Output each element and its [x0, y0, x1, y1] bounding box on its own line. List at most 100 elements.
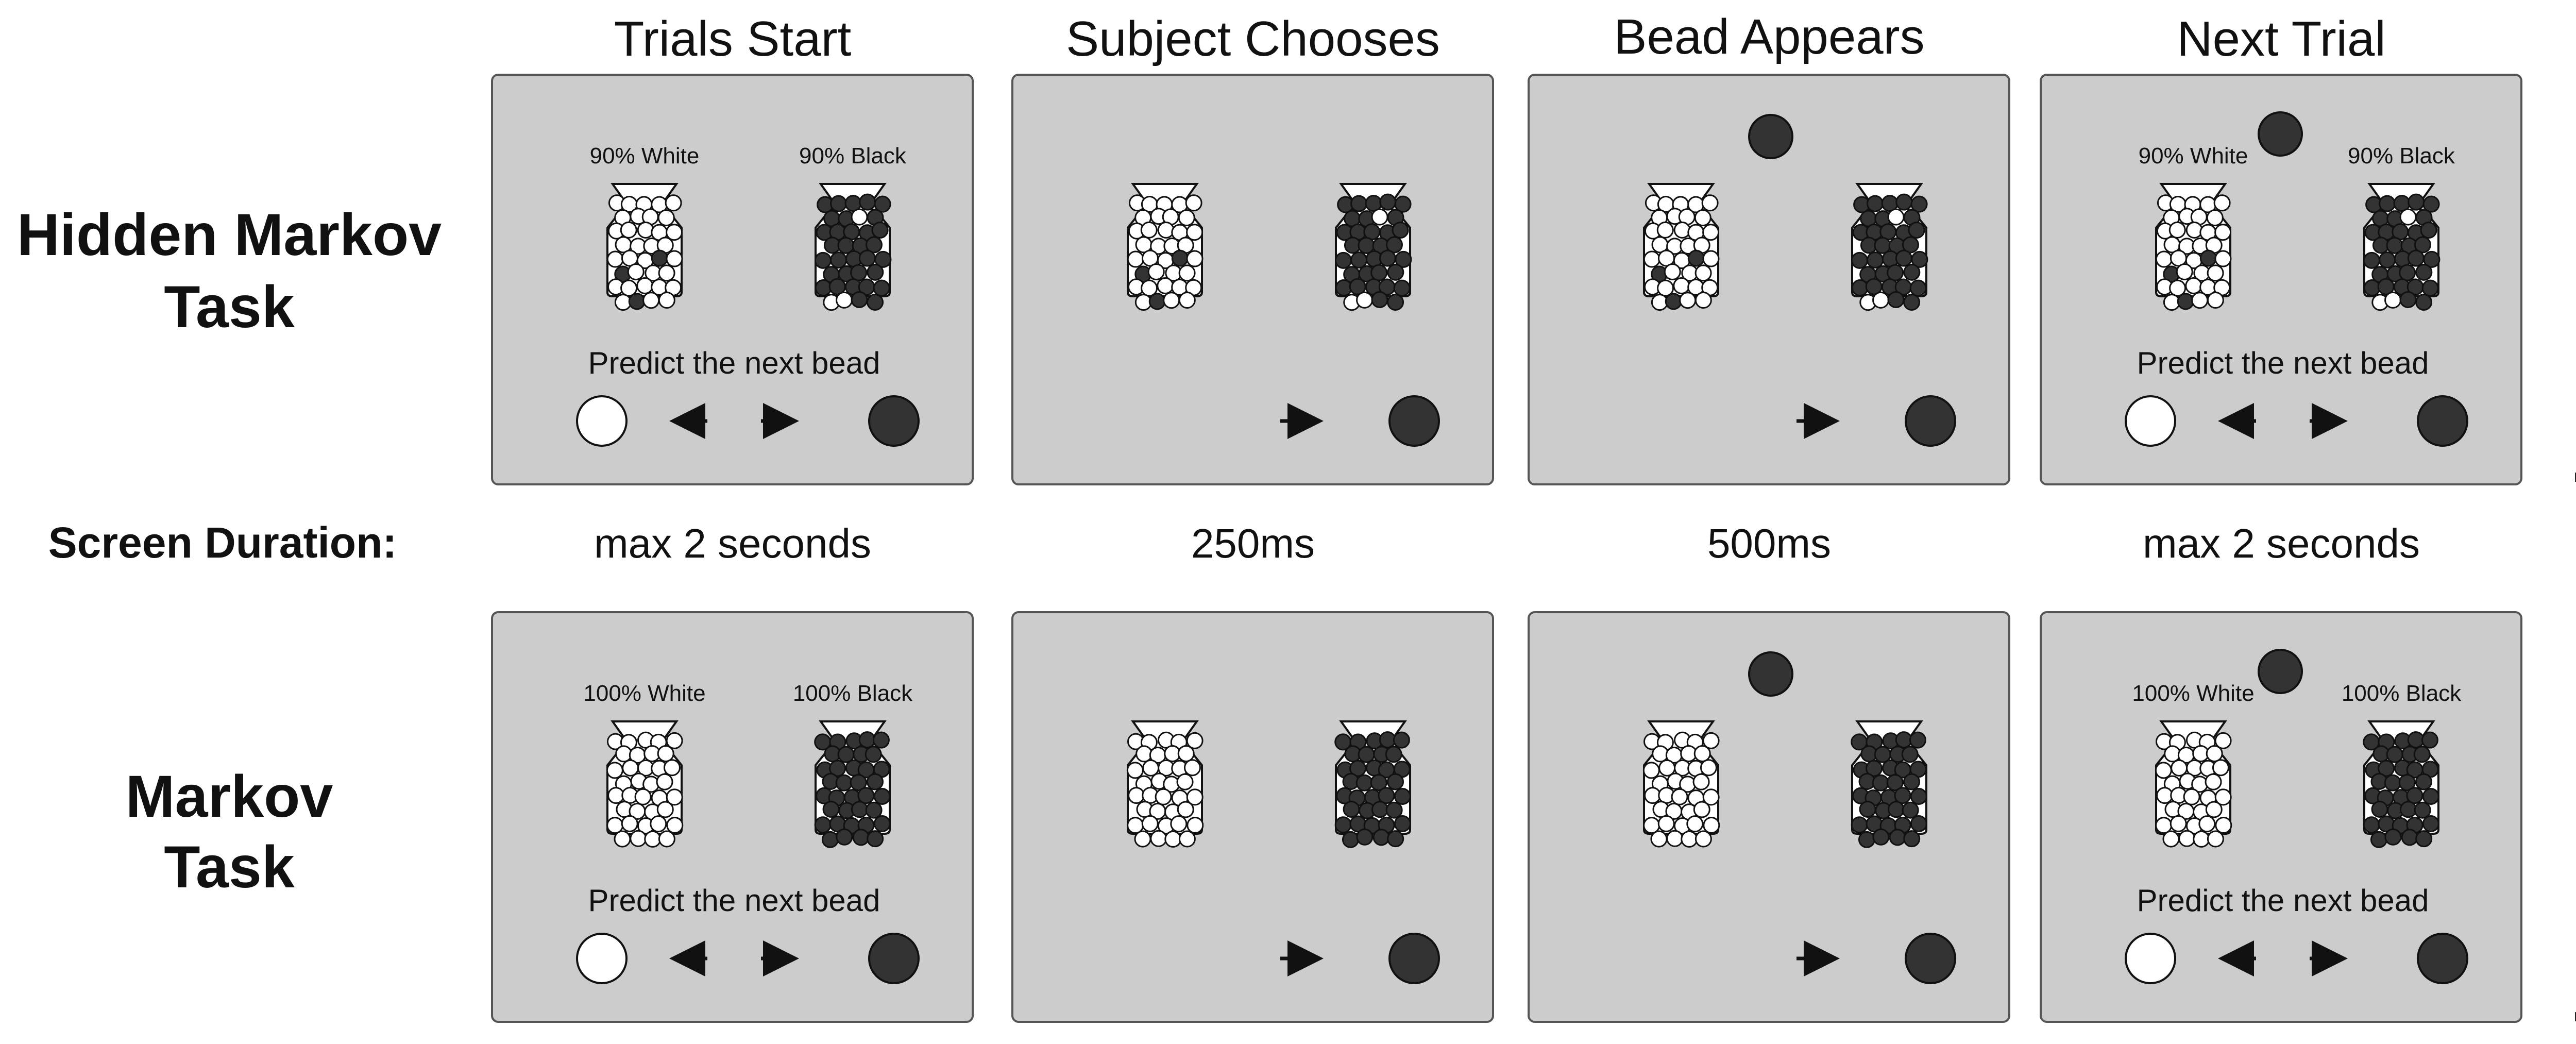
white-bead: [620, 221, 637, 239]
duration-value: max 2 seconds: [2143, 520, 2420, 566]
black-bead: [1379, 731, 1396, 749]
black-bead: [867, 263, 884, 281]
screen-panel: [1011, 611, 1494, 1023]
black-bead: [865, 236, 883, 254]
white-bead: [665, 194, 682, 212]
black-bead: [2407, 249, 2425, 267]
black-bead: [1387, 294, 1404, 311]
black-bead: [850, 264, 868, 281]
white-bead: [634, 788, 652, 805]
white-bead: [656, 773, 673, 790]
black-bead: [1903, 773, 1920, 790]
black-bead: [1887, 291, 1905, 308]
black-bead: [1171, 249, 1189, 267]
white-bead: [666, 732, 683, 749]
white-bead: [666, 816, 684, 834]
white-bead: [1681, 830, 1698, 848]
white-choice-bead: [576, 933, 628, 984]
black-bead: [867, 830, 884, 848]
black-bead: [865, 801, 883, 819]
black-bead: [2406, 787, 2424, 804]
jar-beads: [606, 194, 683, 311]
white-bead: [1650, 830, 1668, 848]
white-choice-bead: [576, 395, 628, 447]
white-bead: [614, 830, 631, 848]
white-bead: [666, 224, 683, 241]
jar-beads: [814, 193, 892, 311]
black-bead: [2407, 731, 2425, 749]
black-bead: [1903, 263, 1921, 281]
black-bead: [1334, 816, 1352, 834]
row-title-line: Markov: [126, 764, 333, 830]
black-bead: [2177, 293, 2194, 310]
panel-background: [2040, 611, 2522, 1023]
black-bead: [1872, 828, 1890, 846]
white-bead: [1186, 732, 1204, 749]
black-bead: [1887, 264, 1904, 281]
white-bead: [1187, 816, 1204, 834]
black-bead: [1395, 250, 1412, 268]
black-bead: [1394, 195, 1412, 213]
black-bead: [1903, 294, 1921, 311]
black-choice-bead: [868, 395, 920, 447]
bead-jar: [1334, 720, 1411, 848]
white-bead: [1140, 221, 1158, 239]
jar-label-right: 90% Black: [2348, 143, 2455, 169]
black-bead: [2421, 731, 2438, 749]
black-bead: [1370, 774, 1387, 792]
black-bead: [851, 291, 868, 308]
black-bead: [1370, 264, 1388, 281]
jar-beads: [1643, 194, 1720, 311]
black-bead: [859, 193, 876, 211]
white-bead: [630, 830, 647, 847]
black-bead: [1371, 801, 1388, 818]
white-bead: [1694, 830, 1712, 848]
black-bead: [1894, 787, 1911, 804]
white-bead: [1702, 224, 1720, 241]
black-bead: [2363, 279, 2381, 297]
white-bead: [2170, 815, 2187, 832]
black-bead: [1887, 801, 1905, 818]
white-bead: [2206, 745, 2223, 762]
black-bead: [1385, 236, 1403, 254]
white-bead: [2198, 815, 2216, 833]
white-bead: [658, 264, 675, 282]
black-choice-bead: [868, 933, 920, 984]
black-bead: [2421, 279, 2439, 297]
bead-jar: [1126, 720, 1204, 848]
black-bead: [867, 294, 884, 311]
screen-duration-label: Screen Duration:: [48, 518, 397, 567]
black-bead: [2399, 264, 2416, 281]
black-bead: [2378, 195, 2396, 212]
white-bead: [2155, 762, 2172, 779]
black-bead: [814, 251, 832, 269]
black-bead: [1902, 236, 1919, 254]
black-choice-bead: [1388, 933, 1440, 984]
white-bead: [658, 830, 675, 848]
panel-background: [1011, 74, 1494, 485]
bead-jar: [2155, 183, 2232, 311]
white-bead: [1656, 221, 1674, 239]
bead-jar: [1851, 183, 1928, 311]
white-bead: [1702, 788, 1720, 806]
column-title-subject-chooses: Subject Chooses: [1066, 11, 1440, 66]
white-bead: [656, 801, 674, 818]
black-bead: [2378, 760, 2395, 777]
revealed-bead: [1748, 114, 1793, 159]
white-bead: [2214, 250, 2232, 267]
black-bead: [814, 816, 832, 834]
black-bead: [2199, 249, 2217, 267]
black-bead: [2422, 815, 2439, 832]
bead-jar: [1334, 183, 1412, 311]
black-bead: [1385, 801, 1403, 819]
white-bead: [1673, 277, 1690, 295]
black-bead: [1872, 774, 1889, 792]
black-bead: [1350, 251, 1368, 269]
white-bead: [666, 250, 683, 267]
black-bead: [1342, 831, 1359, 848]
black-bead: [1350, 195, 1367, 212]
white-bead: [642, 292, 660, 309]
white-bead: [1186, 250, 1204, 267]
bead-jar: [1127, 183, 1204, 311]
black-bead: [1859, 800, 1876, 818]
